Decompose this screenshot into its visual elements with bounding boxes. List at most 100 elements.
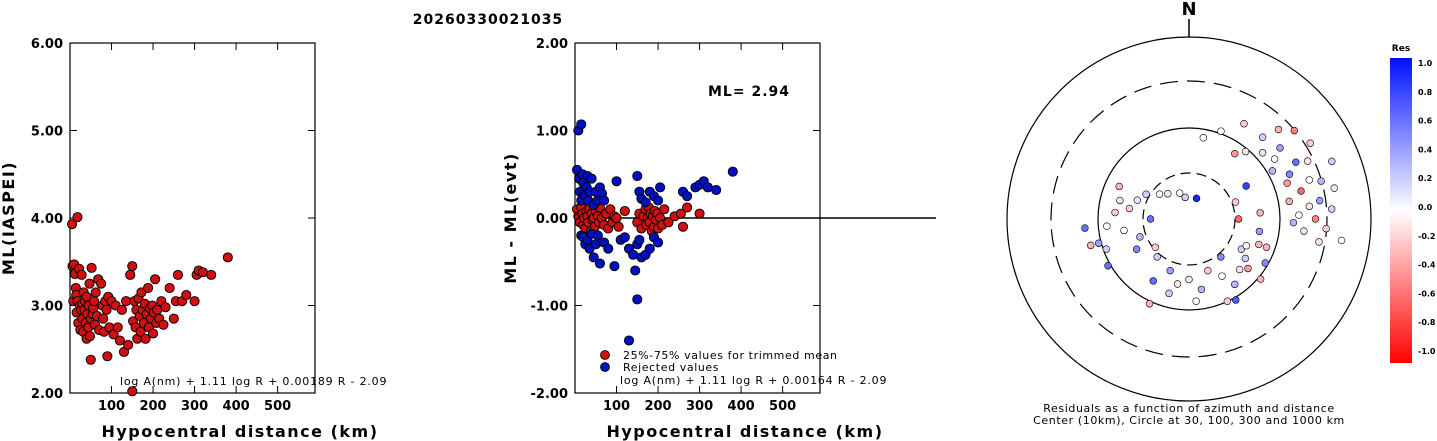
- data-point: [599, 195, 610, 206]
- colorbar-label: -0.8: [1418, 318, 1436, 327]
- data-point: [659, 204, 670, 215]
- x-tick-label: 400: [728, 399, 755, 414]
- station-point: [1087, 241, 1095, 250]
- data-point: [603, 243, 614, 254]
- station-point: [1136, 233, 1144, 241]
- station-point: [1258, 149, 1267, 157]
- data-point: [590, 239, 601, 250]
- station-point: [1241, 147, 1250, 156]
- station-point: [1081, 224, 1089, 232]
- data-point: [632, 294, 643, 305]
- station-point: [1330, 184, 1338, 192]
- data-point: [90, 287, 101, 298]
- polar-caption-line1: Residuals as a function of azimuth and d…: [1043, 402, 1334, 415]
- station-point: [1173, 280, 1182, 288]
- data-point: [653, 195, 664, 206]
- station-point: [1094, 239, 1103, 247]
- data-point: [121, 296, 132, 307]
- station-point: [1175, 189, 1184, 197]
- station-point: [1102, 245, 1111, 253]
- data-point: [576, 119, 587, 130]
- data-point: [663, 217, 674, 228]
- station-point: [1274, 125, 1283, 134]
- polar-points: [1081, 120, 1346, 308]
- station-point: [1115, 182, 1123, 191]
- data-point: [96, 278, 107, 289]
- data-point: [72, 212, 83, 223]
- station-point: [1295, 211, 1303, 219]
- station-point: [1276, 144, 1284, 152]
- station-point: [1146, 215, 1155, 223]
- data-point: [677, 221, 689, 232]
- legend-marker-trimmed: [600, 350, 610, 360]
- data-point: [148, 328, 159, 339]
- data-point: [158, 319, 169, 330]
- station-point: [1125, 204, 1134, 213]
- station-point: [1217, 127, 1225, 135]
- station-point: [1155, 190, 1164, 198]
- data-point: [189, 296, 200, 307]
- colorbar-title: Res: [1392, 44, 1410, 54]
- station-point: [1240, 120, 1248, 128]
- data-point: [630, 265, 641, 276]
- station-point: [1165, 289, 1173, 298]
- north-label: N: [1181, 0, 1196, 20]
- station-point: [1285, 197, 1293, 206]
- plot-residual-vs-distance: -2.00 -1.00 0.00 1.00 2.00 100 200 300 400 500 M…: [501, 37, 936, 441]
- data-point: [152, 304, 163, 315]
- station-point: [1164, 190, 1172, 198]
- station-point: [1241, 254, 1250, 263]
- station-point: [1235, 265, 1244, 274]
- data-point: [98, 313, 109, 324]
- y-tick-label: 0.00: [536, 212, 568, 227]
- station-point: [1285, 170, 1294, 178]
- station-point: [1231, 149, 1239, 158]
- station-point: [1151, 243, 1159, 251]
- station-point: [1283, 179, 1291, 187]
- data-point: [634, 234, 645, 245]
- data-point: [613, 221, 624, 232]
- circle-100km: [1097, 127, 1281, 311]
- station-point: [1181, 193, 1189, 202]
- data-point: [85, 354, 96, 365]
- data-point: [164, 282, 175, 294]
- plot2-y-label: ML - ML(evt): [501, 152, 520, 284]
- plot1-frame: [69, 42, 316, 394]
- data-point: [172, 269, 184, 280]
- data-point: [682, 202, 693, 213]
- colorbar-label: -0.2: [1418, 232, 1436, 241]
- station-point: [1120, 226, 1128, 235]
- station-point: [1290, 126, 1299, 135]
- station-point: [1328, 157, 1336, 166]
- circle-30km: [1142, 172, 1236, 266]
- plot-azimuth-residuals: N Residuals as a function of azimuth and…: [1006, 0, 1372, 427]
- data-point: [76, 269, 87, 280]
- y-tick-label: -1.00: [531, 300, 568, 315]
- colorbar-label: 0.2: [1418, 174, 1432, 183]
- data-point: [727, 166, 738, 177]
- colorbar-label: 1.0: [1418, 59, 1433, 68]
- x-tick-label: 100: [603, 399, 630, 414]
- station-point: [1192, 194, 1201, 203]
- data-point: [116, 304, 127, 315]
- data-point: [628, 249, 639, 260]
- y-tick-label: 2.00: [536, 37, 568, 52]
- station-point: [1237, 245, 1246, 253]
- station-point: [1337, 236, 1346, 245]
- station-point: [1292, 158, 1300, 166]
- data-point: [197, 267, 208, 278]
- y-tick-label: 2.00: [31, 387, 63, 402]
- station-point: [1311, 215, 1320, 223]
- y-tick-label: 6.00: [31, 37, 63, 52]
- data-point: [682, 191, 693, 202]
- plot2-y-ticks: -2.00 -1.00 0.00 1.00 2.00: [531, 37, 820, 402]
- station-point: [1255, 240, 1263, 249]
- colorbar-labels: 1.0 0.8 0.6 0.4 0.2 0.0 -0.2 -0.4 -0.6 -0.8 -1.0: [1418, 59, 1436, 356]
- station-point: [1262, 243, 1271, 251]
- station-point: [1204, 266, 1212, 275]
- data-point: [653, 237, 664, 248]
- station-point: [1261, 259, 1269, 267]
- data-point: [160, 302, 171, 313]
- data-point: [102, 351, 113, 362]
- station-point: [1306, 139, 1314, 147]
